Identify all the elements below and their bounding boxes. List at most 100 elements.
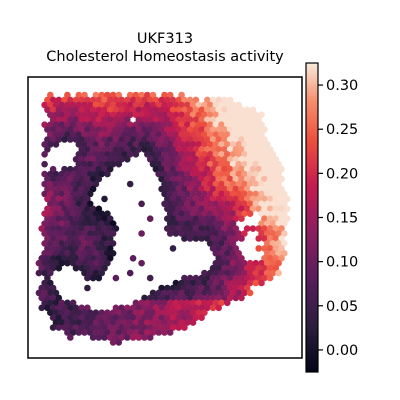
spot	[201, 180, 208, 188]
spot	[226, 146, 234, 153]
spot	[92, 220, 100, 227]
spot	[98, 160, 105, 168]
spot	[229, 180, 237, 188]
spot	[255, 156, 262, 163]
spot	[241, 180, 248, 188]
spot	[72, 96, 80, 104]
spot	[204, 284, 211, 292]
spot	[195, 111, 202, 119]
spot	[101, 106, 108, 114]
spot	[232, 235, 240, 242]
spot	[144, 319, 151, 326]
spot	[278, 185, 285, 193]
spot	[218, 269, 225, 277]
spot	[198, 116, 205, 123]
spot	[195, 121, 202, 128]
spot	[198, 235, 205, 242]
spot	[78, 205, 85, 213]
spot	[215, 284, 222, 292]
spot	[235, 111, 242, 119]
spot	[241, 210, 248, 217]
spot	[64, 200, 71, 208]
spot	[252, 259, 260, 267]
spot	[158, 304, 165, 312]
spot	[283, 205, 291, 213]
spot	[224, 180, 231, 188]
spot	[226, 264, 234, 272]
spot	[166, 121, 174, 128]
spot	[98, 111, 105, 119]
spot	[146, 294, 154, 302]
spot	[75, 141, 83, 148]
spot	[215, 156, 222, 163]
spot	[61, 225, 68, 232]
spot	[58, 180, 65, 188]
spot	[229, 121, 237, 128]
spot	[55, 235, 63, 242]
spot	[126, 329, 134, 336]
spot	[132, 101, 140, 109]
spot	[55, 195, 63, 203]
spot	[206, 121, 214, 128]
spot	[106, 116, 114, 123]
spot	[98, 250, 105, 257]
spot	[195, 141, 202, 148]
spot	[215, 126, 222, 133]
spot	[169, 156, 177, 163]
spot	[252, 190, 260, 198]
spot	[255, 126, 262, 133]
spot	[275, 259, 282, 267]
colorbar-tick-label: 0.30	[326, 78, 358, 94]
spot	[192, 96, 200, 104]
spot	[215, 294, 222, 302]
spot	[47, 180, 54, 188]
spot	[189, 299, 197, 307]
spot	[86, 200, 94, 208]
spot	[206, 220, 214, 227]
spot	[61, 304, 68, 312]
spot	[118, 156, 125, 163]
spot	[47, 111, 54, 119]
spot	[41, 289, 48, 297]
spot	[204, 116, 211, 123]
spot	[146, 106, 154, 114]
spot	[278, 195, 285, 203]
spot	[64, 250, 71, 257]
spot	[218, 250, 225, 257]
spot	[212, 279, 220, 287]
spot	[164, 106, 171, 114]
spot	[104, 230, 111, 237]
spot	[201, 289, 208, 297]
spot	[186, 314, 194, 322]
spot	[192, 165, 200, 173]
spot	[112, 334, 120, 341]
spot	[249, 116, 257, 123]
spot	[81, 160, 88, 168]
spot	[201, 269, 208, 277]
spot	[89, 185, 97, 193]
spot	[169, 106, 177, 114]
spot	[118, 314, 125, 322]
spot	[204, 304, 211, 312]
spot	[106, 156, 114, 163]
spot	[169, 284, 177, 292]
spot	[235, 131, 242, 138]
spot	[64, 329, 71, 336]
spot	[263, 200, 271, 208]
spot	[246, 190, 254, 198]
spot	[98, 121, 105, 128]
spot	[238, 205, 245, 213]
spot	[69, 101, 77, 109]
spot	[55, 225, 63, 232]
spot	[121, 121, 128, 128]
spot	[49, 165, 57, 173]
spot	[229, 151, 237, 158]
spot	[146, 126, 154, 133]
spot	[118, 304, 125, 312]
spot	[138, 319, 145, 326]
spot	[55, 96, 63, 104]
spot	[192, 116, 200, 123]
spot	[144, 141, 151, 148]
spot	[55, 294, 63, 302]
spot	[235, 289, 242, 297]
